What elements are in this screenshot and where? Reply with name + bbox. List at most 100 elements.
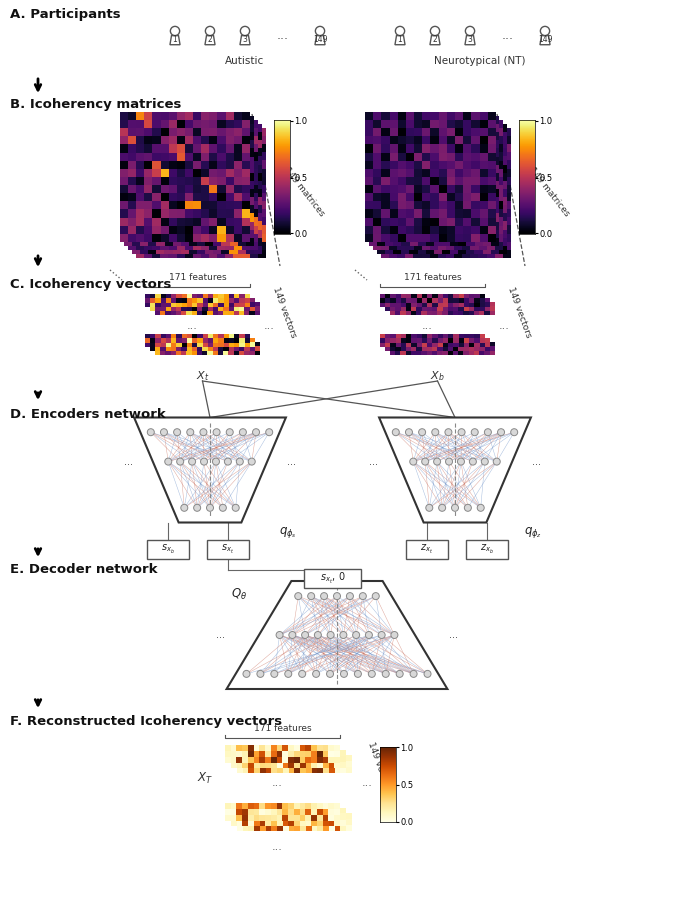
Circle shape: [236, 458, 243, 465]
Text: $X_T$: $X_T$: [197, 770, 213, 786]
Circle shape: [418, 428, 426, 436]
Text: 3: 3: [468, 35, 472, 44]
Circle shape: [352, 632, 360, 638]
Circle shape: [432, 428, 439, 436]
Circle shape: [458, 428, 465, 436]
Circle shape: [327, 632, 334, 638]
Text: 2: 2: [433, 35, 437, 44]
Circle shape: [188, 458, 196, 465]
Circle shape: [315, 632, 321, 638]
Text: ...: ...: [362, 778, 373, 788]
Text: ...: ...: [499, 321, 510, 331]
Text: D. Encoders network: D. Encoders network: [10, 408, 166, 421]
Circle shape: [243, 670, 250, 678]
Circle shape: [477, 504, 484, 511]
Text: $s_{x_b}$: $s_{x_b}$: [161, 543, 175, 555]
Circle shape: [406, 428, 412, 436]
Circle shape: [485, 428, 491, 436]
Circle shape: [333, 592, 340, 599]
Circle shape: [382, 670, 389, 678]
Text: ...: ...: [369, 456, 377, 466]
Text: ...: ...: [216, 630, 225, 640]
Circle shape: [439, 504, 446, 511]
Circle shape: [365, 632, 373, 638]
Circle shape: [219, 504, 226, 511]
Circle shape: [378, 632, 385, 638]
Text: $q_{\phi_s}$: $q_{\phi_s}$: [279, 526, 297, 541]
Text: 171 features: 171 features: [404, 273, 461, 282]
Text: ...: ...: [187, 321, 198, 331]
Circle shape: [232, 504, 239, 511]
Circle shape: [224, 458, 232, 465]
FancyBboxPatch shape: [147, 539, 189, 559]
Text: 149 vectors: 149 vectors: [506, 285, 533, 338]
Text: Neurotypical (NT): Neurotypical (NT): [434, 56, 526, 66]
Text: 149 matrices: 149 matrices: [282, 166, 326, 218]
Text: $X_b$: $X_b$: [430, 369, 445, 382]
Circle shape: [271, 670, 278, 678]
Circle shape: [410, 458, 416, 465]
Polygon shape: [134, 418, 286, 523]
Circle shape: [289, 632, 296, 638]
Circle shape: [422, 458, 429, 465]
Circle shape: [354, 670, 361, 678]
Circle shape: [213, 458, 219, 465]
Circle shape: [391, 632, 398, 638]
Circle shape: [340, 632, 347, 638]
Circle shape: [173, 428, 181, 436]
Text: 171 features: 171 features: [169, 273, 226, 282]
Circle shape: [187, 428, 194, 436]
Text: 149 vectors: 149 vectors: [366, 741, 393, 794]
Text: 3: 3: [242, 35, 248, 44]
Text: $z_{x_t}$: $z_{x_t}$: [421, 543, 433, 555]
Text: ...: ...: [124, 456, 132, 466]
Text: ...: ...: [271, 778, 282, 788]
Text: 1: 1: [398, 35, 402, 44]
Circle shape: [396, 670, 403, 678]
Text: $Q_{\theta}$: $Q_{\theta}$: [232, 587, 248, 602]
Circle shape: [252, 428, 260, 436]
Circle shape: [302, 632, 308, 638]
Text: ...: ...: [264, 321, 275, 331]
Circle shape: [410, 670, 417, 678]
Circle shape: [177, 458, 184, 465]
Circle shape: [207, 504, 213, 511]
Circle shape: [266, 428, 273, 436]
Text: F. Reconstructed Icoherency vectors: F. Reconstructed Icoherency vectors: [10, 715, 282, 728]
Circle shape: [161, 428, 167, 436]
Circle shape: [213, 428, 220, 436]
Circle shape: [471, 428, 478, 436]
Text: A. Participants: A. Participants: [10, 8, 121, 21]
Circle shape: [372, 592, 379, 599]
Text: 149 matrices: 149 matrices: [527, 166, 571, 218]
Text: 1: 1: [173, 35, 178, 44]
Circle shape: [200, 428, 207, 436]
Circle shape: [497, 428, 504, 436]
Polygon shape: [227, 581, 448, 689]
FancyBboxPatch shape: [466, 539, 508, 559]
FancyBboxPatch shape: [406, 539, 448, 559]
Circle shape: [298, 670, 306, 678]
Circle shape: [147, 428, 155, 436]
Text: ...: ...: [288, 456, 296, 466]
Text: ...: ...: [277, 29, 289, 41]
Circle shape: [426, 504, 433, 511]
Text: 171 features: 171 features: [254, 724, 311, 733]
Circle shape: [359, 592, 367, 599]
FancyBboxPatch shape: [207, 539, 249, 559]
Circle shape: [194, 504, 200, 511]
Text: 149 vectors: 149 vectors: [271, 285, 298, 338]
Circle shape: [464, 504, 471, 511]
Text: $X_t$: $X_t$: [196, 369, 209, 382]
Circle shape: [392, 428, 400, 436]
Circle shape: [226, 428, 234, 436]
Circle shape: [321, 592, 327, 599]
Circle shape: [458, 458, 464, 465]
Circle shape: [165, 458, 171, 465]
Circle shape: [469, 458, 477, 465]
Circle shape: [240, 428, 246, 436]
Text: $s_{x_t}$: $s_{x_t}$: [221, 543, 235, 555]
Circle shape: [369, 670, 375, 678]
Text: $s_{x_t},\,0$: $s_{x_t},\,0$: [320, 571, 346, 586]
Text: $q_{\phi_z}$: $q_{\phi_z}$: [524, 526, 542, 541]
